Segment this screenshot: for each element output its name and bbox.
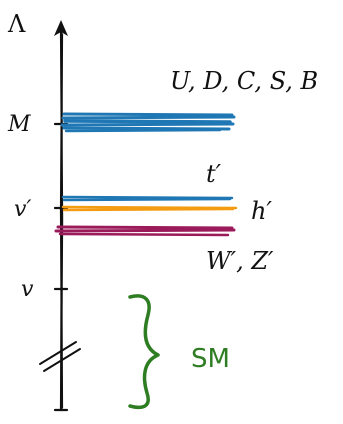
band-heavy-quarks (60, 112, 236, 133)
tick-label-v-prime: v′ (14, 197, 31, 222)
energy-axis (59, 28, 64, 412)
sm-curly-bracket (128, 294, 160, 410)
axis-arrowhead (54, 20, 68, 36)
axis-label: Λ (7, 10, 26, 38)
band-gauge-partners (54, 225, 236, 237)
label-higgs-partner: h′ (251, 197, 272, 225)
band-top-partner (61, 195, 234, 202)
sm-label: SM (191, 344, 230, 374)
axis-break-mark (39, 341, 81, 372)
band-higgs-partner (61, 205, 238, 212)
tick-label-v: v (21, 277, 34, 302)
tick-label-M: M (7, 112, 31, 137)
label-gauge-partners: W′, Z′ (206, 247, 274, 275)
label-top-partner: t′ (206, 160, 222, 188)
label-heavy-quarks: U, D, C, S, B (170, 67, 318, 95)
